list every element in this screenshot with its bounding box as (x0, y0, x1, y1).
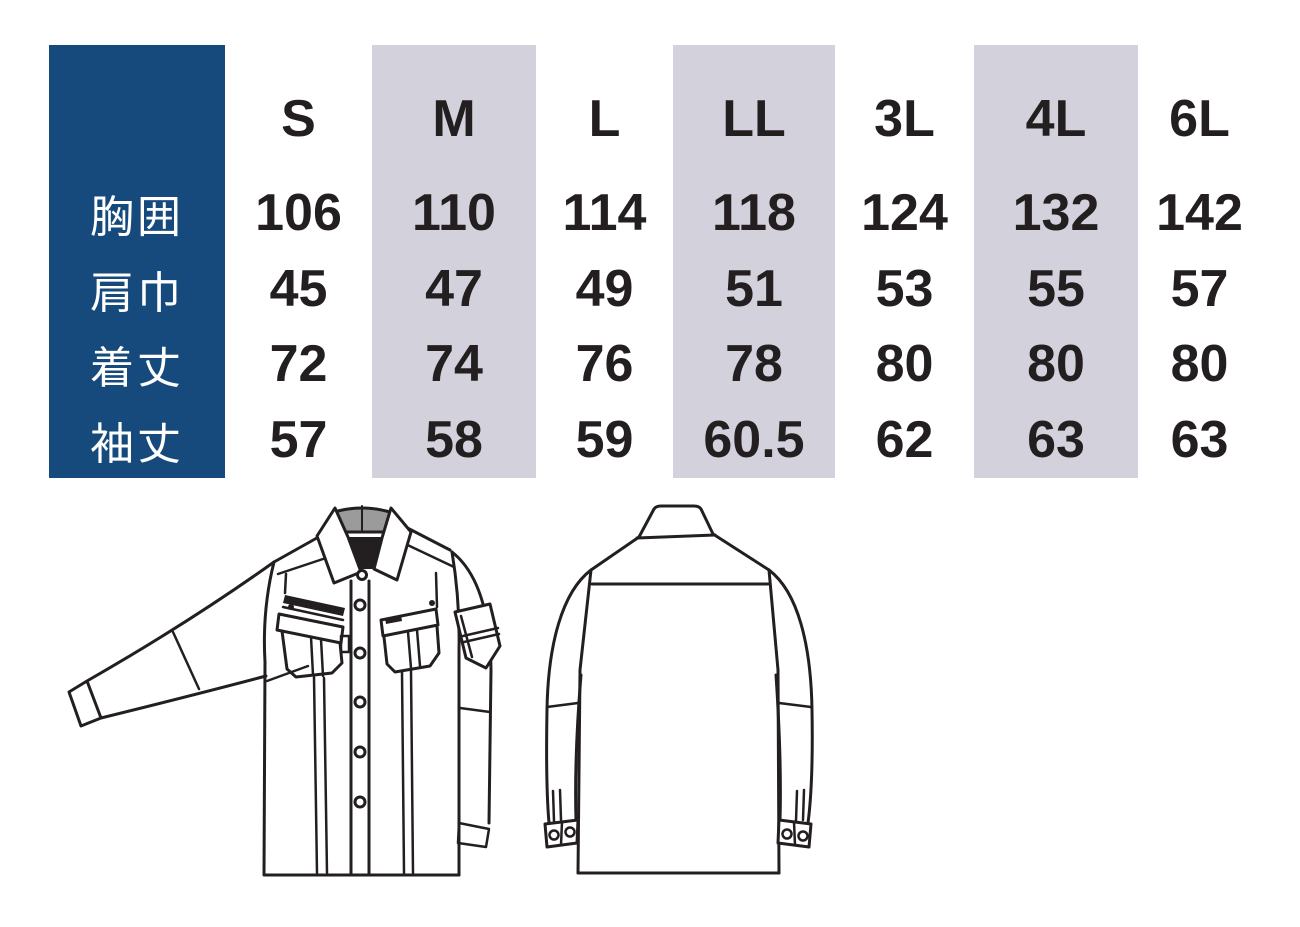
column-header-3l: 3L (874, 90, 935, 148)
value-shoulder-6l: 57 (1170, 259, 1229, 318)
value-length-l: 76 (575, 334, 634, 393)
value-chest-3l: 124 (861, 184, 948, 242)
value-chest-l: 114 (562, 184, 647, 242)
row-label-sleeve-length: 袖丈 (49, 401, 225, 478)
value-chest-6l: 142 (1156, 184, 1243, 242)
value-length-4l: 80 (974, 326, 1138, 401)
value-sleeve-l: 59 (575, 410, 634, 469)
label-column-header (49, 45, 225, 175)
size-chart-table: S M L LL 3L 4L 6L 胸囲 106 110 114 118 124… (49, 45, 1261, 478)
value-sleeve-s: 57 (269, 410, 328, 469)
value-shoulder-l: 49 (575, 259, 634, 318)
value-sleeve-4l: 63 (974, 401, 1138, 478)
column-header-s: S (281, 90, 316, 148)
value-chest-m: 110 (372, 175, 536, 251)
value-shoulder-ll: 51 (673, 251, 835, 326)
value-sleeve-m: 58 (372, 401, 536, 478)
value-chest-s: 106 (255, 184, 342, 242)
shirt-back-illustration (543, 504, 814, 875)
value-sleeve-ll: 60.5 (673, 401, 835, 478)
column-header-l: L (588, 90, 621, 148)
value-shoulder-s: 45 (269, 259, 328, 318)
column-header-ll: LL (673, 45, 835, 175)
value-shoulder-m: 47 (372, 251, 536, 326)
shirt-front-illustration (67, 505, 502, 877)
value-sleeve-3l: 62 (875, 410, 934, 469)
row-label-shoulder-width: 肩巾 (49, 251, 225, 326)
value-shoulder-3l: 53 (875, 259, 934, 318)
column-header-m: M (372, 45, 536, 175)
value-length-s: 72 (269, 334, 328, 393)
value-length-3l: 80 (875, 334, 934, 393)
value-length-m: 74 (372, 326, 536, 401)
value-sleeve-6l: 63 (1170, 410, 1229, 469)
column-header-6l: 6L (1169, 90, 1230, 148)
value-shoulder-4l: 55 (974, 251, 1138, 326)
value-length-6l: 80 (1170, 334, 1229, 393)
value-chest-ll: 118 (673, 175, 835, 251)
row-label-body-length: 着丈 (49, 326, 225, 401)
row-label-chest-girth: 胸囲 (49, 175, 225, 251)
column-header-4l: 4L (974, 45, 1138, 175)
value-length-ll: 78 (673, 326, 835, 401)
value-chest-4l: 132 (974, 175, 1138, 251)
